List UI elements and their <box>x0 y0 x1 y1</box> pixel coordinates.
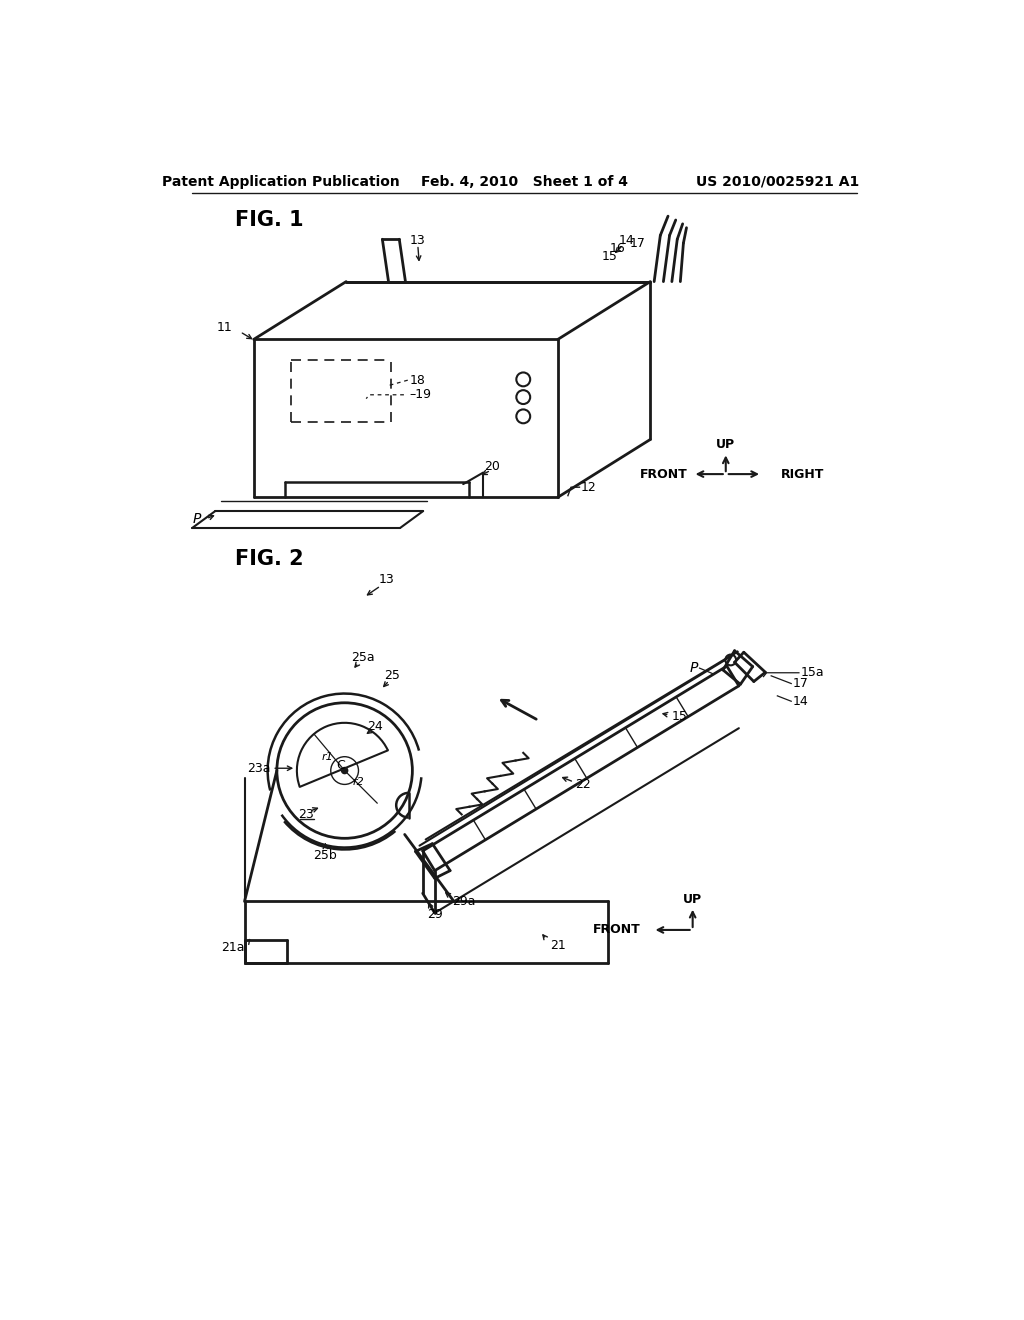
Text: FIG. 2: FIG. 2 <box>234 549 303 569</box>
Text: UP: UP <box>683 892 702 906</box>
Text: 15a: 15a <box>801 667 824 680</box>
Text: 23a: 23a <box>247 762 270 775</box>
Text: 23: 23 <box>298 808 314 821</box>
Text: 29: 29 <box>427 908 442 921</box>
Text: P: P <box>690 661 698 675</box>
Text: r2: r2 <box>352 777 365 787</box>
Text: 25a: 25a <box>351 651 375 664</box>
Text: RIGHT: RIGHT <box>781 467 824 480</box>
Text: P: P <box>194 512 202 525</box>
Text: 17: 17 <box>793 677 809 690</box>
Text: UP: UP <box>716 438 735 451</box>
Text: 11: 11 <box>216 321 232 334</box>
Text: 22: 22 <box>575 777 592 791</box>
Text: –19: –19 <box>410 388 431 401</box>
Text: 13: 13 <box>379 573 395 586</box>
Text: 15: 15 <box>602 249 617 263</box>
Text: Feb. 4, 2010   Sheet 1 of 4: Feb. 4, 2010 Sheet 1 of 4 <box>421 174 629 189</box>
Text: FIG. 1: FIG. 1 <box>234 210 303 230</box>
Text: 25: 25 <box>384 669 400 682</box>
Text: 14: 14 <box>793 694 809 708</box>
Text: 13: 13 <box>410 234 426 247</box>
Text: 12: 12 <box>581 480 597 494</box>
Text: 20: 20 <box>484 459 501 473</box>
Text: r1: r1 <box>322 751 334 762</box>
Text: FRONT: FRONT <box>640 467 687 480</box>
Text: 15: 15 <box>672 710 688 723</box>
Text: 21a: 21a <box>221 941 245 954</box>
Text: US 2010/0025921 A1: US 2010/0025921 A1 <box>695 174 859 189</box>
Text: FRONT: FRONT <box>593 924 641 936</box>
Text: Patent Application Publication: Patent Application Publication <box>162 174 399 189</box>
Text: C: C <box>337 759 345 772</box>
Text: 24: 24 <box>368 721 383 733</box>
Text: 17: 17 <box>630 236 645 249</box>
Text: 29a: 29a <box>453 895 476 908</box>
Text: 25b: 25b <box>312 849 337 862</box>
Text: 16: 16 <box>609 242 626 255</box>
Text: 14: 14 <box>618 234 635 247</box>
Text: 21: 21 <box>550 939 566 952</box>
Text: 18: 18 <box>410 374 425 387</box>
Circle shape <box>342 767 348 774</box>
